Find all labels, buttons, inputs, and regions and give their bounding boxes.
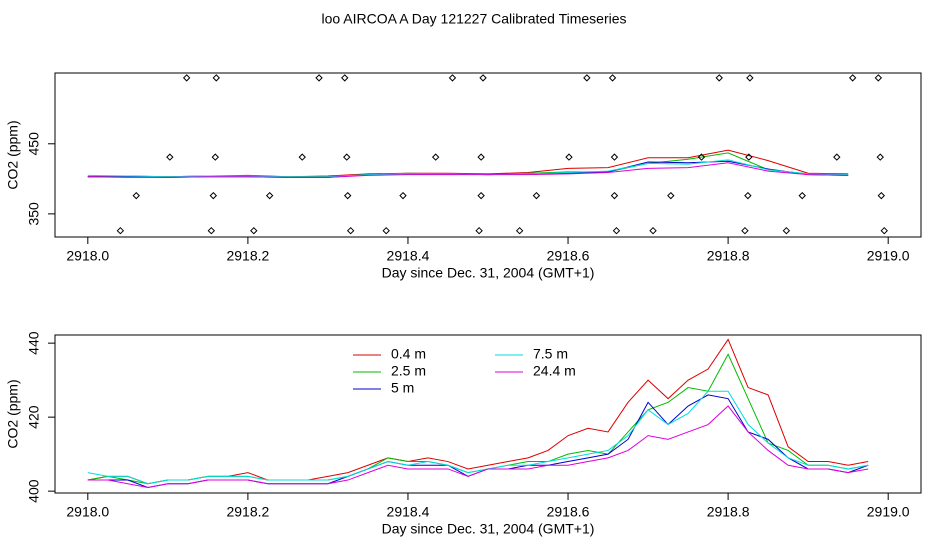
x-tick-label: 2918.2	[226, 248, 269, 264]
point	[610, 191, 619, 200]
x-tick-label: 2918.6	[547, 248, 590, 264]
x-axis-label: Day since Dec. 31, 2004 (GMT+1)	[382, 265, 595, 281]
point	[212, 74, 220, 82]
legend-label: 24.4 m	[533, 363, 576, 379]
point	[477, 153, 485, 161]
y-tick-label: 400	[26, 479, 42, 503]
point	[608, 74, 617, 82]
y-tick-label: 420	[26, 405, 42, 429]
point	[610, 153, 619, 161]
legend-label: 2.5 m	[391, 363, 426, 379]
x-axis-label: Day since Dec. 31, 2004 (GMT+1)	[382, 521, 595, 537]
point	[697, 153, 706, 161]
point	[874, 74, 883, 82]
point	[315, 74, 323, 82]
legend-label: 5 m	[391, 380, 414, 396]
point	[649, 226, 657, 235]
x-tick-label: 2919.0	[867, 504, 910, 520]
point	[265, 191, 274, 200]
point	[798, 191, 806, 200]
point	[876, 153, 884, 161]
point	[448, 74, 457, 82]
series-line	[87, 405, 869, 488]
x-tick-label: 2918.4	[387, 248, 430, 264]
series-line	[87, 394, 869, 488]
point	[211, 153, 220, 161]
point	[207, 226, 216, 235]
point	[166, 153, 174, 161]
series-line	[87, 162, 849, 178]
point	[132, 191, 140, 200]
series-line	[87, 149, 849, 178]
y-tick-label: 450	[26, 132, 42, 156]
point	[565, 153, 573, 161]
point	[431, 153, 440, 161]
point	[477, 191, 485, 200]
point	[745, 153, 753, 161]
y-axis-label: CO2 (ppm)	[5, 379, 21, 448]
y-axis-label: CO2 (ppm)	[5, 120, 21, 189]
point	[346, 226, 355, 235]
plot-frame	[54, 72, 922, 238]
x-tick-label: 2918.8	[707, 504, 750, 520]
series-line	[87, 390, 869, 485]
point	[782, 226, 791, 235]
x-tick-label: 2918.2	[226, 504, 269, 520]
point	[612, 226, 621, 235]
point	[715, 74, 723, 82]
point	[479, 74, 487, 82]
x-tick-label: 2918.8	[707, 248, 750, 264]
point	[515, 226, 524, 235]
point	[848, 74, 857, 82]
point	[667, 191, 675, 200]
point	[877, 191, 886, 200]
point	[746, 74, 754, 82]
x-tick-label: 2918.4	[387, 504, 430, 520]
series-line	[87, 353, 869, 485]
point	[833, 153, 841, 161]
y-tick-label: 350	[26, 202, 42, 226]
x-tick-label: 2918.0	[66, 504, 109, 520]
point	[116, 226, 125, 235]
point	[343, 153, 351, 161]
point	[741, 226, 749, 235]
point	[399, 191, 407, 200]
point	[250, 226, 258, 235]
figure-title: loo AIRCOA A Day 121227 Calibrated Times…	[321, 11, 626, 27]
series-line	[87, 338, 869, 485]
point	[343, 191, 352, 200]
x-tick-label: 2919.0	[867, 248, 910, 264]
point	[532, 191, 541, 200]
point	[475, 226, 483, 235]
point	[182, 74, 191, 82]
point	[298, 153, 306, 161]
plot-frame	[54, 334, 922, 494]
x-tick-label: 2918.6	[547, 504, 590, 520]
legend-label: 7.5 m	[533, 346, 568, 362]
legend-label: 0.4 m	[391, 346, 426, 362]
x-tick-label: 2918.0	[66, 248, 109, 264]
point	[880, 226, 888, 235]
y-tick-label: 440	[26, 331, 42, 355]
point	[382, 226, 390, 235]
point	[744, 191, 752, 200]
point	[209, 191, 218, 200]
point	[583, 74, 591, 82]
point	[341, 74, 349, 82]
